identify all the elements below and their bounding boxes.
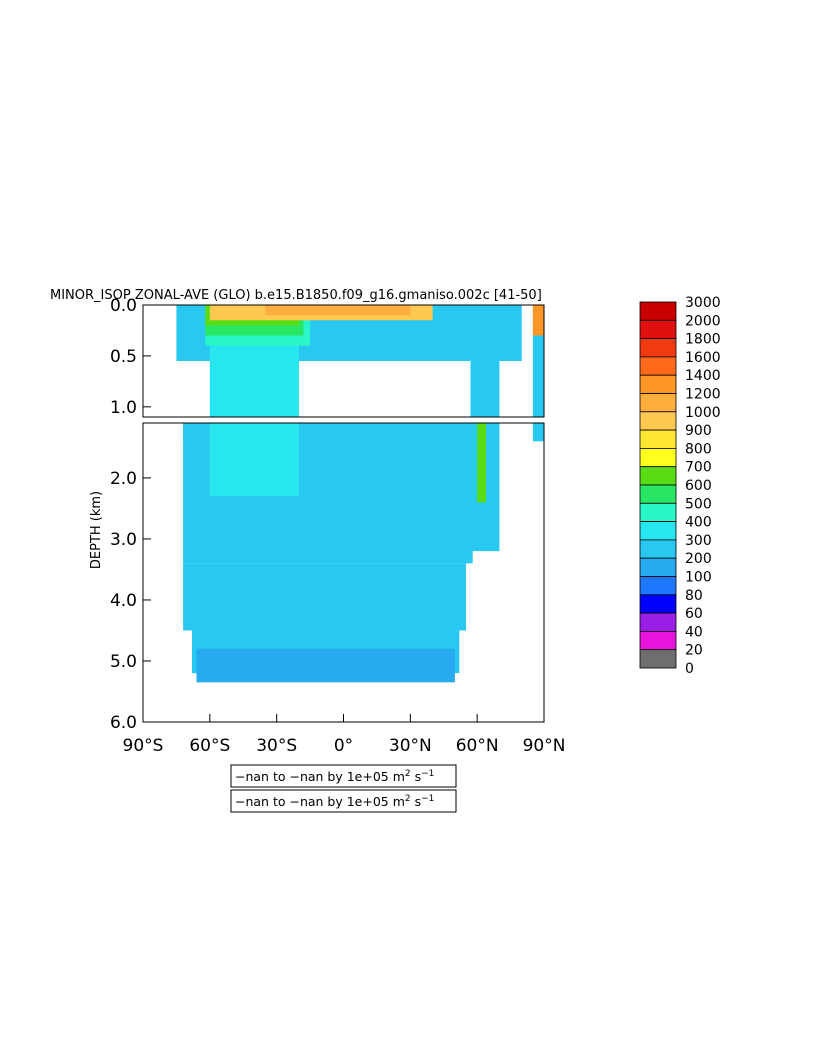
contour-legend-text: −nan to −nan by 1e+05 m2 s−1: [235, 769, 434, 784]
y-axis-label: DEPTH (km): [89, 491, 104, 569]
colorbar-label: 700: [685, 460, 712, 476]
y-tick-label: 0.0: [110, 296, 137, 316]
field-region: [477, 423, 487, 503]
colorbar-label: 1800: [685, 332, 721, 348]
colorbar-swatch: [639, 539, 677, 559]
colorbar-swatch: [639, 557, 677, 577]
colorbar: 3000200018001600140012001000900800700600…: [639, 295, 721, 677]
colorbar-swatch: [639, 502, 677, 522]
colorbar-label: 2000: [685, 313, 721, 329]
lower-panel-field: [183, 423, 544, 683]
colorbar-swatch: [639, 612, 677, 632]
y-tick-label: 0.5: [110, 347, 137, 367]
x-tick-label: 90°S: [123, 736, 164, 756]
y-tick-label: 3.0: [110, 530, 137, 550]
field-region: [532, 423, 544, 442]
colorbar-swatch: [639, 374, 677, 394]
upper-panel-frame: [142, 304, 545, 418]
colorbar-swatch: [639, 356, 677, 376]
colorbar-label: 900: [685, 423, 712, 439]
colorbar-swatch: [639, 521, 677, 541]
contour-legend-1: −nan to −nan by 1e+05 m2 s−1: [230, 764, 457, 788]
field-region: [265, 305, 411, 316]
colorbar-label: 0: [685, 661, 694, 677]
contour-legend-box: [230, 764, 457, 788]
colorbar-label: 20: [685, 643, 703, 659]
colorbar-swatch: [639, 484, 677, 504]
upper-panel-field: [176, 305, 544, 417]
chart-title: MINOR_ISOP ZONAL-AVE (GLO) b.e15.B1850.f…: [50, 288, 542, 303]
x-tick-label: 60°S: [189, 736, 230, 756]
y-axis-upper: 0.0 0.5 1.0: [110, 296, 151, 418]
colorbar-swatch: [639, 338, 677, 358]
colorbar-label: 800: [685, 441, 712, 457]
y-tick-label: 6.0: [110, 713, 137, 733]
colorbar-label: 500: [685, 496, 712, 512]
colorbar-swatch: [639, 301, 677, 321]
y-tick-label: 5.0: [110, 652, 137, 672]
x-tick-label: 60°N: [456, 736, 499, 756]
colorbar-label: 200: [685, 551, 712, 567]
field-region: [183, 563, 467, 631]
colorbar-label: 1400: [685, 368, 721, 384]
colorbar-swatch: [639, 594, 677, 614]
colorbar-label: 80: [685, 588, 703, 604]
colorbar-label: 1000: [685, 405, 721, 421]
colorbar-swatch: [639, 447, 677, 468]
x-axis: 90°S 60°S 30°S 0° 30°N 60°N 90°N: [123, 714, 566, 756]
field-region: [196, 648, 455, 683]
field-region: [532, 305, 544, 336]
y-axis-lower: 2.0 3.0 4.0 5.0 6.0: [110, 469, 151, 733]
colorbar-swatch: [639, 393, 677, 413]
colorbar-swatch: [639, 631, 677, 651]
colorbar-swatch: [639, 319, 677, 339]
field-region: [470, 305, 500, 417]
colorbar-swatch: [639, 649, 677, 669]
y-tick-label: 4.0: [110, 591, 137, 611]
colorbar-swatch: [639, 466, 677, 486]
colorbar-label: 1600: [685, 350, 721, 366]
colorbar-label: 300: [685, 533, 712, 549]
contour-legend-text: −nan to −nan by 1e+05 m2 s−1: [235, 794, 434, 809]
colorbar-label: 400: [685, 515, 712, 531]
x-tick-label: 30°N: [389, 736, 432, 756]
y-tick-label: 2.0: [110, 469, 137, 489]
lower-panel: [142, 422, 545, 723]
contour-legend-box: [230, 789, 457, 813]
colorbar-label: 100: [685, 570, 712, 586]
colorbar-label: 40: [685, 624, 703, 640]
colorbar-label: 3000: [685, 295, 721, 311]
field-region: [209, 423, 299, 497]
y-tick-label: 1.0: [110, 398, 137, 418]
colorbar-swatch: [639, 576, 677, 596]
colorbar-label: 600: [685, 478, 712, 494]
field-region: [532, 305, 544, 417]
contour-legend-2: −nan to −nan by 1e+05 m2 s−1: [230, 789, 457, 813]
colorbar-swatch: [639, 411, 677, 431]
x-tick-label: 0°: [334, 736, 353, 756]
upper-panel: [142, 304, 545, 418]
colorbar-label: 60: [685, 606, 703, 622]
x-tick-label: 90°N: [523, 736, 566, 756]
colorbar-label: 1200: [685, 387, 721, 403]
colorbar-swatch: [639, 429, 677, 449]
x-tick-label: 30°S: [256, 736, 297, 756]
